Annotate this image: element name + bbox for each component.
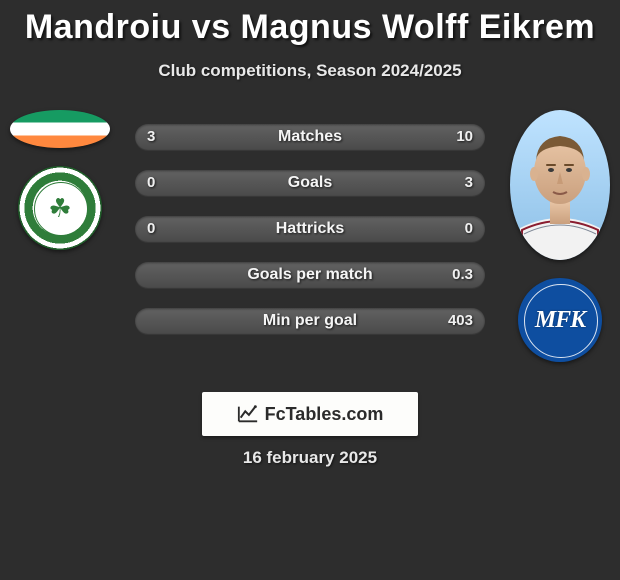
- left-club-badge-icon: [18, 166, 102, 250]
- stat-right-value: 0: [465, 216, 473, 242]
- comparison-subtitle: Club competitions, Season 2024/2025: [0, 61, 620, 81]
- right-player-column: MFK: [510, 110, 610, 362]
- chart-icon: [237, 403, 259, 425]
- stat-row: Goals per match 0.3: [135, 262, 485, 288]
- nationality-flag-icon: [10, 110, 110, 148]
- right-club-initials: MFK: [535, 307, 585, 334]
- stats-bars: 3 Matches 10 0 Goals 3 0 Hattricks 0 Goa…: [135, 124, 485, 354]
- stat-row: 0 Goals 3: [135, 170, 485, 196]
- stat-label: Hattricks: [135, 216, 485, 242]
- right-player-photo: [510, 110, 610, 260]
- stat-right-value: 0.3: [452, 262, 473, 288]
- stat-right-value: 403: [448, 308, 473, 334]
- comparison-title: Mandroiu vs Magnus Wolff Eikrem: [0, 0, 620, 47]
- stat-label: Matches: [135, 124, 485, 150]
- source-label: FcTables.com: [265, 404, 384, 425]
- source-attribution: FcTables.com: [202, 392, 418, 436]
- right-club-badge-icon: MFK: [518, 278, 602, 362]
- left-player-column: [10, 110, 110, 250]
- stat-label: Goals per match: [135, 262, 485, 288]
- stat-label: Goals: [135, 170, 485, 196]
- stat-label: Min per goal: [135, 308, 485, 334]
- stat-right-value: 3: [465, 170, 473, 196]
- stat-row: 0 Hattricks 0: [135, 216, 485, 242]
- stat-row: Min per goal 403: [135, 308, 485, 334]
- stat-row: 3 Matches 10: [135, 124, 485, 150]
- stat-right-value: 10: [456, 124, 473, 150]
- snapshot-date: 16 february 2025: [0, 448, 620, 468]
